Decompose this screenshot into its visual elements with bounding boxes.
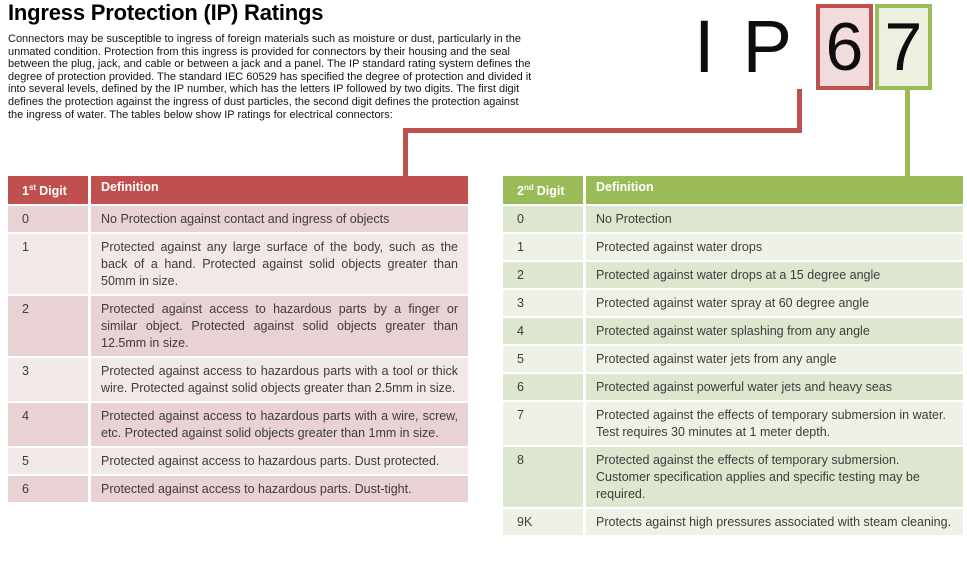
digit-cell: 5	[8, 448, 88, 475]
second-digit-table-body: 0 No Protection 1 Protected against wate…	[503, 206, 963, 536]
second-digit-header-cell: 2nd Digit	[503, 176, 583, 205]
table-row: 7 Protected against the effects of tempo…	[503, 402, 963, 446]
definition-header-cell: Definition	[91, 176, 468, 205]
digit-cell: 2	[503, 262, 583, 289]
definition-cell: No Protection against contact and ingres…	[91, 206, 468, 233]
digit-cell: 2	[8, 296, 88, 357]
definition-cell: Protected against access to hazardous pa…	[91, 296, 468, 357]
definition-cell: Protected against water drops at a 15 de…	[586, 262, 963, 289]
digit-cell: 4	[8, 403, 88, 447]
definition-cell: Protected against access to hazardous pa…	[91, 358, 468, 402]
definition-cell: Protected against powerful water jets an…	[586, 374, 963, 401]
first-digit-table-header: 1st Digit Definition	[8, 176, 468, 205]
table-row: 0 No Protection	[503, 206, 963, 233]
ip-letter-i: I	[694, 5, 715, 88]
digit-cell: 0	[503, 206, 583, 233]
definition-cell: Protected against water splashing from a…	[586, 318, 963, 345]
digit-cell: 5	[503, 346, 583, 373]
digit-cell: 1	[503, 234, 583, 261]
definition-cell: Protected against water jets from any an…	[586, 346, 963, 373]
definition-header-cell: Definition	[586, 176, 963, 205]
table-row: 1 Protected against any large surface of…	[8, 234, 468, 295]
green-connector-vertical	[905, 89, 910, 176]
table-row: 5 Protected against access to hazardous …	[8, 448, 468, 475]
table-row: 2 Protected against water drops at a 15 …	[503, 262, 963, 289]
table-row: 6 Protected against powerful water jets …	[503, 374, 963, 401]
definition-cell: Protects against high pressures associat…	[586, 509, 963, 536]
first-digit-box: 6	[815, 4, 873, 90]
definition-cell: No Protection	[586, 206, 963, 233]
definition-cell: Protected against the effects of tempora…	[586, 402, 963, 446]
second-digit-box: 7	[874, 4, 932, 90]
ip-letter-p: P	[742, 5, 792, 88]
digit-cell: 7	[503, 402, 583, 446]
digit-cell: 6	[8, 476, 88, 503]
red-connector-vertical-upper	[797, 89, 802, 130]
digit-cell: 6	[503, 374, 583, 401]
first-digit-header-cell: 1st Digit	[8, 176, 88, 205]
digit-cell: 0	[8, 206, 88, 233]
table-row: 4 Protected against access to hazardous …	[8, 403, 468, 447]
digit-cell: 9K	[503, 509, 583, 536]
red-connector-horizontal	[403, 128, 802, 133]
red-connector-vertical-lower	[403, 131, 408, 176]
first-digit-table-body: 0 No Protection against contact and ingr…	[8, 206, 468, 503]
page-title: Ingress Protection (IP) Ratings	[8, 0, 324, 25]
table-row: 1 Protected against water drops	[503, 234, 963, 261]
digit-cell: 3	[503, 290, 583, 317]
table-row: 2 Protected against access to hazardous …	[8, 296, 468, 357]
definition-cell: Protected against water drops	[586, 234, 963, 261]
digit-cell: 4	[503, 318, 583, 345]
table-row: 3 Protected against water spray at 60 de…	[503, 290, 963, 317]
intro-paragraph: Connectors may be susceptible to ingress…	[8, 33, 532, 121]
first-digit-table: 1st Digit Definition 0 No Protection agai…	[8, 176, 468, 504]
table-row: 6 Protected against access to hazardous …	[8, 476, 468, 503]
table-row: 3 Protected against access to hazardous …	[8, 358, 468, 402]
definition-cell: Protected against access to hazardous pa…	[91, 448, 468, 475]
second-digit-table-header: 2nd Digit Definition	[503, 176, 963, 205]
digit-cell: 8	[503, 447, 583, 508]
definition-cell: Protected against access to hazardous pa…	[91, 476, 468, 503]
table-row: 4 Protected against water splashing from…	[503, 318, 963, 345]
definition-cell: Protected against access to hazardous pa…	[91, 403, 468, 447]
definition-cell: Protected against the effects of tempora…	[586, 447, 963, 508]
table-row: 0 No Protection against contact and ingr…	[8, 206, 468, 233]
table-row: 8 Protected against the effects of tempo…	[503, 447, 963, 508]
table-row: 9K Protects against high pressures assoc…	[503, 509, 963, 536]
digit-cell: 1	[8, 234, 88, 295]
definition-cell: Protected against any large surface of t…	[91, 234, 468, 295]
ip-rating-graphic: I P 6 7	[694, 3, 932, 91]
second-digit-table: 2nd Digit Definition 0 No Protection 1 Pr…	[503, 176, 963, 537]
digit-cell: 3	[8, 358, 88, 402]
definition-cell: Protected against water spray at 60 degr…	[586, 290, 963, 317]
table-row: 5 Protected against water jets from any …	[503, 346, 963, 373]
